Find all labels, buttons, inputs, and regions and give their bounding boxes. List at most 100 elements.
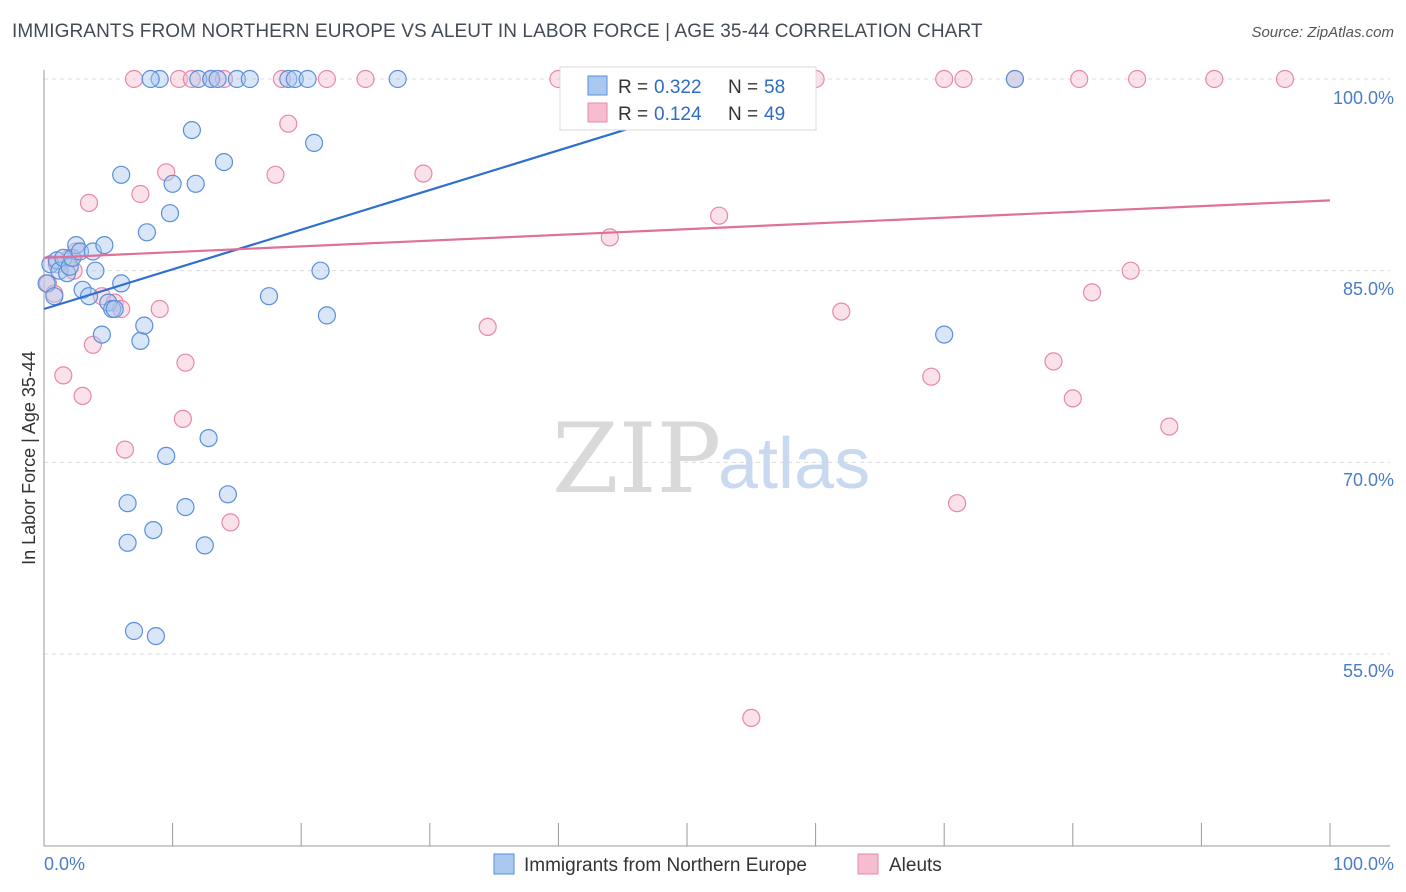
northern-europe-point-16 — [95, 236, 114, 255]
aleuts-point-9 — [83, 335, 103, 354]
northern-europe-point-24 — [124, 621, 144, 641]
series-legend-label-pink: Aleuts — [889, 855, 942, 876]
northern-europe-point-14 — [86, 261, 105, 280]
series-legend: Immigrants from Northern Europe Aleuts — [493, 853, 942, 876]
stats-legend: R = 0.322 N = 58 R = 0.124 N = 49 — [559, 66, 817, 131]
northern-europe-point-52 — [317, 306, 336, 325]
northern-europe-point-15 — [92, 325, 112, 344]
aleuts-point-7 — [73, 386, 92, 405]
aleuts-point-47 — [1121, 261, 1140, 280]
northern-europe-point-29 — [146, 626, 165, 646]
northern-europe-point-44 — [227, 69, 246, 89]
series-legend-label-blue: Immigrants from Northern Europe — [524, 855, 807, 876]
northern-europe-point-51 — [311, 261, 330, 280]
y-tick-label-70: 70.0% — [1343, 470, 1394, 490]
aleuts-point-26 — [272, 69, 291, 89]
aleuts-point-8 — [79, 193, 99, 212]
northern-europe-point-2 — [45, 287, 64, 306]
aleuts-point-41 — [954, 69, 973, 89]
aleuts-point-43 — [1044, 352, 1063, 371]
aleuts-point-34 — [709, 206, 729, 225]
x-ticks — [43, 823, 1331, 846]
northern-europe-point-50 — [305, 133, 324, 152]
watermark-zip: ZIP — [552, 403, 721, 515]
aleuts-point-45 — [1070, 69, 1089, 89]
northern-europe-point-34 — [176, 498, 195, 517]
chart-title: IMMIGRANTS FROM NORTHERN EUROPE VS ALEUT… — [12, 21, 983, 42]
aleuts-point-30 — [414, 164, 433, 183]
legend-swatch-blue — [587, 75, 608, 96]
aleuts-point-21 — [182, 69, 201, 89]
legend-r-label-pink: R = — [618, 104, 648, 125]
northern-europe-point-48 — [285, 69, 304, 89]
northern-europe-point-41 — [208, 69, 227, 89]
aleuts-point-14 — [124, 69, 144, 89]
northern-europe-point-31 — [157, 446, 176, 465]
northern-europe-point-36 — [186, 174, 205, 193]
y-tick-label-55: 55.0% — [1343, 661, 1394, 681]
northern-europe-point-28 — [144, 520, 163, 540]
northern-europe-point-56 — [935, 325, 954, 344]
northern-europe-point-38 — [195, 536, 214, 555]
northern-europe-point-57 — [141, 69, 160, 89]
y-tick-label-85: 85.0% — [1343, 279, 1394, 299]
aleuts-trend-line — [43, 199, 1331, 259]
x-tick-label-100: 100.0% — [1333, 854, 1394, 874]
aleuts-point-29 — [356, 69, 375, 89]
northern-europe-point-55 — [1005, 69, 1025, 89]
aleuts-point-15 — [131, 184, 150, 204]
aleuts-point-17 — [157, 163, 176, 182]
x-tick-label-0: 0.0% — [44, 854, 85, 874]
northern-europe-point-32 — [160, 204, 180, 223]
aleuts-point-20 — [176, 353, 195, 372]
aleuts-point-23 — [214, 69, 234, 89]
y-axis-label: In Labor Force | Age 35-44 — [19, 351, 39, 565]
northern-europe-point-45 — [240, 69, 259, 89]
northern-europe-point-53 — [388, 69, 407, 89]
northern-europe-point-39 — [199, 429, 218, 448]
legend-n-label-blue: N = — [728, 77, 758, 98]
aleuts-point-16 — [150, 299, 169, 319]
series-legend-swatch-pink — [857, 853, 879, 875]
watermark-atlas: atlas — [718, 424, 870, 504]
northern-europe-point-43 — [218, 485, 237, 504]
legend-swatch-pink — [587, 102, 608, 123]
source-label: Source: ZipAtlas.com — [1251, 24, 1394, 41]
aleuts-point-50 — [1205, 69, 1224, 89]
aleuts-point-37 — [832, 302, 851, 321]
northern-europe-point-21 — [112, 165, 131, 184]
legend-n-value-blue: 58 — [764, 77, 785, 98]
aleuts-point-24 — [221, 513, 240, 532]
northern-europe-point-49 — [298, 69, 317, 89]
aleuts-point-19 — [173, 409, 192, 428]
legend-r-value-pink: 0.124 — [654, 104, 702, 125]
northern-europe-point-47 — [279, 69, 298, 89]
aleuts-point-27 — [279, 114, 298, 133]
aleuts-point-39 — [935, 69, 954, 89]
legend-n-label-pink: N = — [728, 104, 758, 125]
aleuts-point-31 — [478, 317, 497, 336]
aleuts-point-40 — [947, 494, 967, 513]
legend-n-value-pink: 49 — [764, 104, 785, 125]
northern-europe-point-22 — [118, 494, 137, 513]
northern-europe-points — [37, 69, 1025, 646]
legend-r-value-blue: 0.322 — [654, 77, 702, 98]
aleuts-point-3 — [54, 366, 73, 385]
aleuts-point-44 — [1063, 389, 1082, 408]
northern-europe-point-42 — [214, 153, 234, 172]
aleuts-point-49 — [1160, 417, 1179, 436]
grid-layer — [44, 78, 1390, 655]
northern-europe-point-40 — [202, 69, 221, 89]
northern-europe-point-46 — [259, 287, 279, 306]
y-tick-label-100: 100.0% — [1333, 88, 1394, 108]
northern-europe-point-23 — [118, 533, 137, 552]
northern-europe-point-25 — [131, 331, 150, 350]
aleuts-point-25 — [266, 165, 285, 184]
aleuts-point-18 — [169, 69, 189, 89]
aleuts-point-28 — [317, 69, 336, 89]
northern-europe-point-19 — [105, 299, 124, 319]
northern-europe-point-26 — [135, 316, 154, 335]
aleuts-point-48 — [1127, 69, 1147, 89]
aleuts-point-51 — [1275, 69, 1295, 89]
northern-europe-point-37 — [189, 69, 208, 89]
